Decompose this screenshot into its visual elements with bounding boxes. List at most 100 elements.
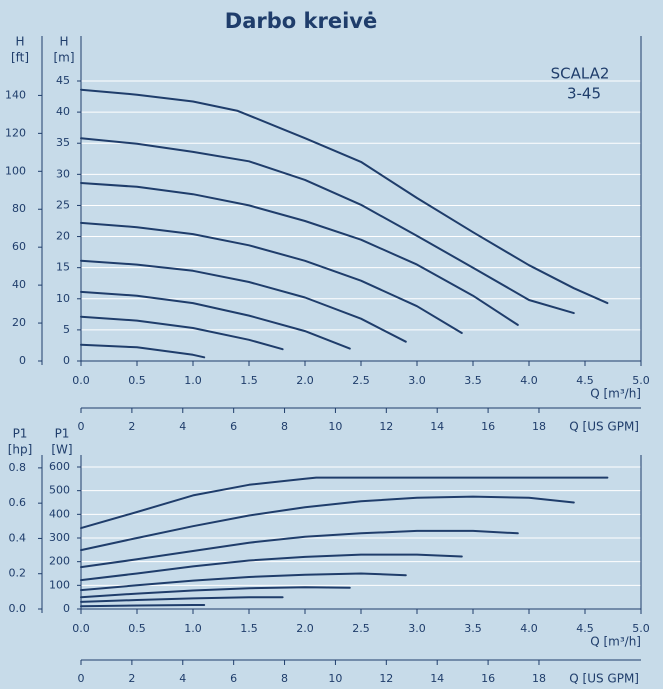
y-tick-label: 600 (49, 460, 70, 473)
y-tick-label: 100 (49, 578, 70, 591)
y-tick-label: 25 (56, 198, 70, 211)
y2-tick-label: 0.2 (9, 567, 27, 580)
x-tick-label: 1.0 (184, 622, 202, 635)
x-tick-label: 1.0 (184, 374, 202, 387)
x2-tick-label: 8 (281, 420, 288, 433)
x-tick-label: 1.5 (240, 374, 258, 387)
y-tick-label: 5 (63, 323, 70, 336)
y-axis-title: H (59, 35, 68, 49)
x2-tick-label: 12 (379, 672, 393, 685)
x-tick-label: 5.0 (632, 374, 650, 387)
y-tick-label: 45 (56, 74, 70, 87)
curve (80, 529, 519, 569)
y2-tick-label: 40 (12, 278, 26, 291)
curve (80, 221, 463, 334)
y2-tick-label: 0.6 (9, 496, 27, 509)
y2-tick-label: 0.0 (9, 602, 27, 615)
y-axis-unit: [m] (53, 51, 74, 65)
x2-axis-title: Q [US GPM] (569, 672, 639, 686)
x-tick-label: 2.0 (296, 374, 314, 387)
y2-tick-label: 100 (5, 164, 26, 177)
curve (80, 604, 206, 608)
x2-tick-label: 18 (532, 672, 546, 685)
y-tick-label: 300 (49, 531, 70, 544)
x-tick-label: 2.0 (296, 622, 314, 635)
x2-tick-label: 6 (230, 672, 237, 685)
x2-tick-label: 2 (128, 420, 135, 433)
y-tick-label: 40 (56, 105, 70, 118)
y2-axis-title: P1 (13, 427, 28, 441)
curve (80, 182, 519, 326)
y-tick-label: 15 (56, 261, 70, 274)
curve (80, 495, 575, 552)
curve (80, 137, 575, 315)
y-axis-title: P1 (55, 427, 70, 441)
y-tick-label: 500 (49, 484, 70, 497)
y2-tick-label: 20 (12, 316, 26, 329)
y2-tick-label: 0 (19, 354, 26, 367)
x-axis-title: Q [m³/h] (590, 387, 641, 401)
y-tick-label: 10 (56, 292, 70, 305)
x2-tick-label: 6 (230, 420, 237, 433)
x-tick-label: 4.5 (576, 374, 594, 387)
curve (80, 572, 407, 592)
x-tick-label: 0.0 (72, 622, 90, 635)
x2-tick-label: 4 (179, 420, 186, 433)
y2-axis-unit: [ft] (11, 51, 29, 65)
curve (80, 476, 609, 530)
curve (80, 88, 609, 305)
x-tick-label: 5.0 (632, 622, 650, 635)
x2-tick-label: 18 (532, 420, 546, 433)
chart-title: Darbo kreivė (225, 9, 377, 33)
curve (80, 586, 351, 599)
x2-tick-label: 0 (78, 672, 85, 685)
x2-tick-label: 4 (179, 672, 186, 685)
x2-tick-label: 10 (328, 420, 342, 433)
x-tick-label: 3.0 (408, 374, 426, 387)
y2-tick-label: 80 (12, 202, 26, 215)
x2-tick-label: 14 (430, 672, 444, 685)
x-tick-label: 2.5 (352, 374, 370, 387)
x-tick-label: 4.0 (520, 622, 538, 635)
x-tick-label: 3.0 (408, 622, 426, 635)
x-tick-label: 0.5 (128, 622, 146, 635)
x-tick-label: 3.5 (464, 622, 482, 635)
curve (80, 596, 284, 603)
x-tick-label: 4.0 (520, 374, 538, 387)
x-tick-label: 1.5 (240, 622, 258, 635)
x2-tick-label: 0 (78, 420, 85, 433)
model-label: SCALA2 (551, 65, 610, 83)
y-tick-label: 30 (56, 167, 70, 180)
x2-tick-label: 8 (281, 672, 288, 685)
y2-tick-label: 0.8 (9, 461, 27, 474)
y-axis-unit: [W] (51, 443, 72, 457)
y-tick-label: 200 (49, 555, 70, 568)
x2-axis-title: Q [US GPM] (569, 420, 639, 434)
x2-tick-label: 16 (481, 420, 495, 433)
y2-tick-label: 140 (5, 88, 26, 101)
curve (80, 290, 351, 350)
x-tick-label: 4.5 (576, 622, 594, 635)
x-tick-label: 0.5 (128, 374, 146, 387)
x-axis-title: Q [m³/h] (590, 635, 641, 649)
model-variant: 3-45 (567, 85, 601, 103)
curve (80, 259, 407, 343)
y2-axis-unit: [hp] (8, 443, 33, 457)
y2-tick-label: 60 (12, 240, 26, 253)
curve (80, 553, 463, 582)
y-tick-label: 400 (49, 507, 70, 520)
y-tick-label: 35 (56, 136, 70, 149)
y-tick-label: 0 (63, 602, 70, 615)
x-tick-label: 2.5 (352, 622, 370, 635)
x2-tick-label: 14 (430, 420, 444, 433)
x-tick-label: 0.0 (72, 374, 90, 387)
y2-tick-label: 120 (5, 126, 26, 139)
y2-tick-label: 0.4 (9, 531, 27, 544)
y-tick-label: 0 (63, 354, 70, 367)
x2-tick-label: 10 (328, 672, 342, 685)
y-tick-label: 20 (56, 230, 70, 243)
curve (80, 343, 206, 359)
x2-tick-label: 12 (379, 420, 393, 433)
x-tick-label: 3.5 (464, 374, 482, 387)
